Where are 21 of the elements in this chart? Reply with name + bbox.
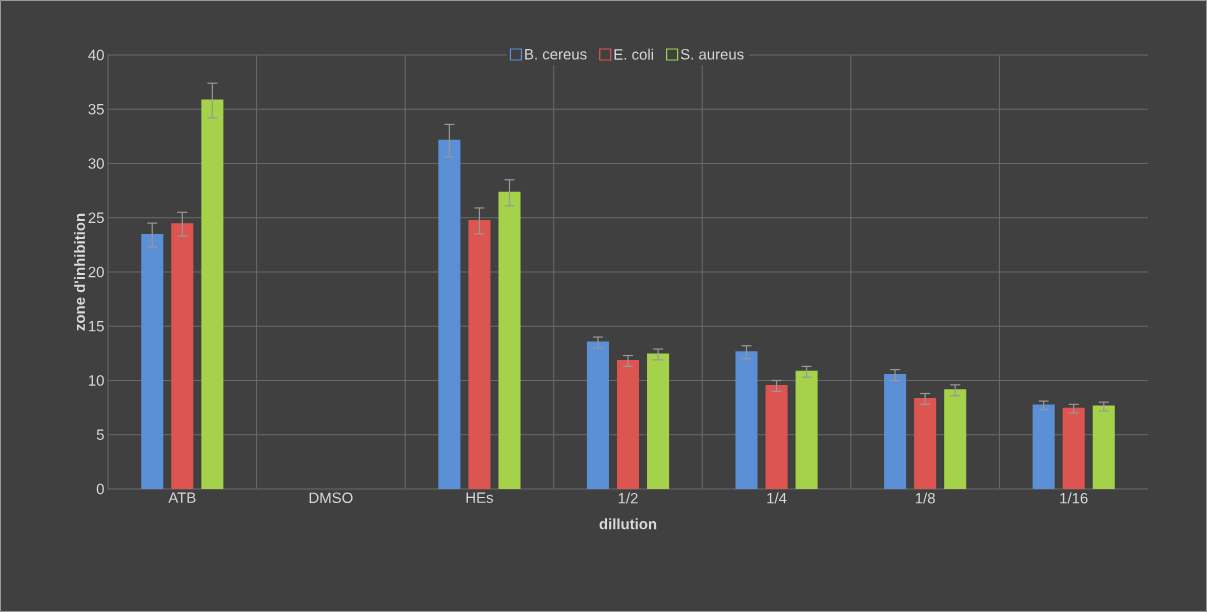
- y-tick-label: 10: [89, 375, 104, 386]
- y-axis-title: zone d'inhibition: [74, 213, 86, 331]
- x-axis-title: dillution: [599, 518, 657, 530]
- y-tick-label: 35: [88, 103, 104, 115]
- x-tick-label: DMSO: [309, 492, 353, 504]
- y-tick-label: 0: [96, 483, 104, 495]
- x-tick-label: ATB: [168, 492, 196, 503]
- x-tick-label: 1/4: [767, 492, 787, 504]
- x-tick-label: 1/16: [1060, 492, 1088, 504]
- x-tick-label: 1/2: [618, 492, 638, 504]
- y-tick-label: 5: [96, 429, 104, 440]
- y-tick-label: 15: [89, 321, 104, 332]
- x-tick-label: 1/8: [915, 492, 935, 504]
- x-tick-label: HEs: [466, 492, 493, 503]
- legend-label: B. cereus: [525, 49, 587, 60]
- y-tick-label: 40: [88, 49, 104, 61]
- y-tick-label: 20: [88, 266, 104, 278]
- y-tick-label: 30: [88, 158, 104, 169]
- legend-label: S. aureus: [680, 49, 744, 60]
- y-tick-label: 25: [88, 212, 104, 224]
- legend-label: E. coli: [614, 48, 653, 60]
